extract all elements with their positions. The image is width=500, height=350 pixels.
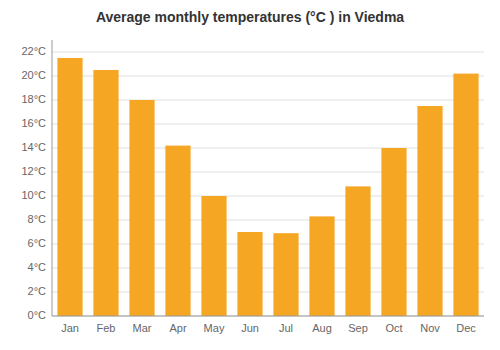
bar [345,186,370,316]
bar [165,146,190,316]
y-tick-label: 2°C [28,285,47,297]
bar [93,70,118,316]
y-axis-line [52,40,53,316]
bars [57,58,478,316]
grid-line [52,52,484,53]
bar [453,74,478,316]
bar [129,100,154,316]
x-tick-label: Apr [169,322,186,334]
y-tick-label: 16°C [21,117,46,129]
x-tick-label: Oct [385,322,402,334]
bar [237,232,262,316]
y-tick-label: 12°C [21,165,46,177]
y-tick-label: 6°C [28,237,47,249]
y-tick-label: 22°C [21,45,46,57]
y-tick-label: 18°C [21,93,46,105]
y-tick-label: 8°C [28,213,47,225]
chart-container: Average monthly temperatures (°C ) in Vi… [0,0,500,350]
x-tick-label: Jun [241,322,259,334]
bar [417,106,442,316]
y-tick-label: 10°C [21,189,46,201]
grid [52,52,484,316]
x-tick-label: Aug [312,322,332,334]
y-tick-label: 4°C [28,261,47,273]
y-tick-label: 14°C [21,141,46,153]
x-tick-label: Nov [420,322,440,334]
bar [273,233,298,316]
x-tick-label: Feb [97,322,116,334]
bar [381,148,406,316]
x-tick-label: Jan [61,322,79,334]
y-tick-label: 0°C [28,309,47,321]
x-tick-label: Dec [456,322,476,334]
grid-line [52,316,484,317]
chart: Average monthly temperatures (°C ) in Vi… [0,0,500,350]
bar [57,58,82,316]
x-tick-label: Sep [348,322,368,334]
y-tick-label: 20°C [21,69,46,81]
x-tick-label: Jul [279,322,293,334]
x-tick-label: Mar [133,322,152,334]
title: Average monthly temperatures (°C ) in Vi… [96,9,404,25]
bar [309,216,334,316]
bar [201,196,226,316]
x-tick-label: May [204,322,225,334]
x-axis-line [52,316,484,317]
